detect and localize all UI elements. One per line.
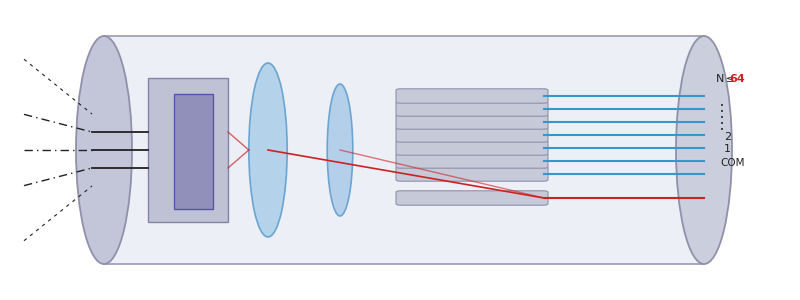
Text: ≤: ≤ [726,74,734,85]
Text: •: • [720,128,724,134]
FancyBboxPatch shape [396,154,548,168]
Text: 2: 2 [724,131,731,142]
Polygon shape [148,78,228,222]
Text: •: • [720,110,724,116]
Text: •: • [720,116,724,122]
FancyBboxPatch shape [396,167,548,181]
Ellipse shape [676,36,732,264]
Text: •: • [720,103,724,109]
Ellipse shape [327,84,353,216]
FancyBboxPatch shape [396,141,548,155]
Text: N: N [716,74,724,85]
Text: COM: COM [720,158,745,169]
Text: 64: 64 [730,74,746,85]
Text: •: • [720,122,724,128]
Polygon shape [104,36,704,264]
FancyBboxPatch shape [396,128,548,142]
FancyBboxPatch shape [396,191,548,205]
Ellipse shape [249,63,287,237]
Ellipse shape [76,36,132,264]
FancyBboxPatch shape [396,102,548,116]
Polygon shape [174,94,213,208]
Text: 1: 1 [724,143,731,154]
FancyBboxPatch shape [396,115,548,129]
FancyBboxPatch shape [396,89,548,103]
